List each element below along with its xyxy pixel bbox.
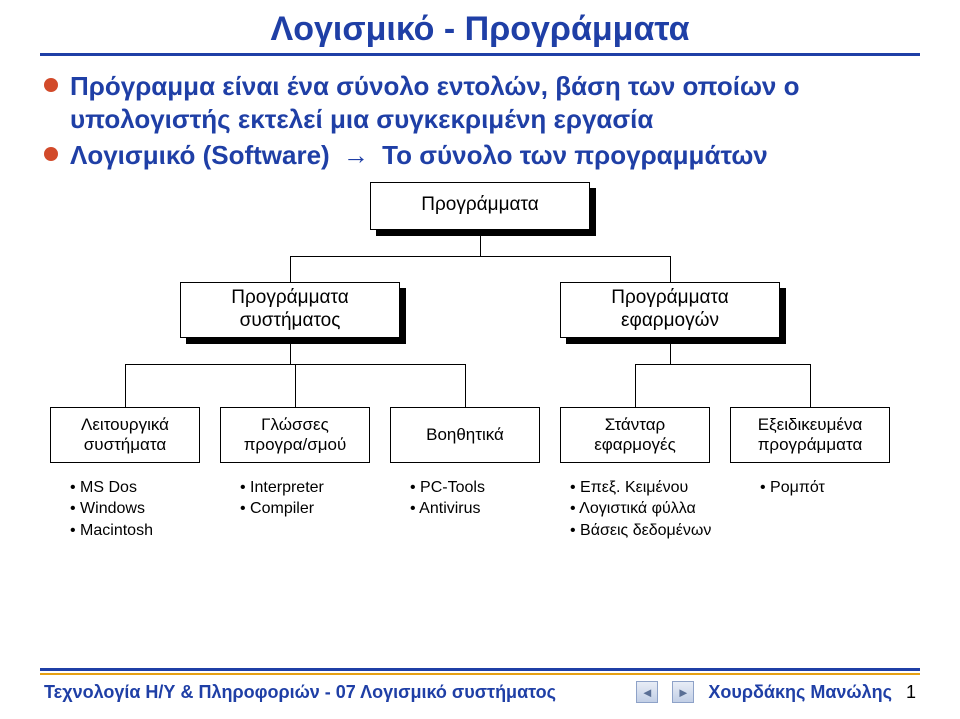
example-item: Interpreter	[240, 477, 324, 499]
node-system-programs-label: Προγράμματα συστήματος	[180, 282, 400, 338]
connector	[635, 364, 811, 365]
bullet-2-left: Λογισμικό (Software)	[70, 140, 330, 170]
slide: Λογισμικό - Προγράμματα Πρόγραμμα είναι …	[0, 0, 960, 719]
example-item: Windows	[70, 498, 153, 520]
connector	[290, 256, 291, 282]
page-title: Λογισμικό - Προγράμματα	[40, 10, 920, 49]
examples-lang: Interpreter Compiler	[240, 477, 324, 520]
connector	[670, 344, 671, 364]
example-item: MS Dos	[70, 477, 153, 499]
connector	[290, 344, 291, 364]
example-item: Επεξ. Κειμένου	[570, 477, 711, 499]
node-std: Στάνταρ εφαρμογές	[560, 407, 710, 463]
node-root: Προγράμματα	[370, 182, 596, 236]
node-spec: Εξειδικευμένα προγράμματα	[730, 407, 890, 463]
node-root-label: Προγράμματα	[370, 182, 590, 230]
connector	[295, 364, 296, 407]
footer-rule-blue	[40, 668, 920, 671]
node-application-programs-label: Προγράμματα εφαρμογών	[560, 282, 780, 338]
footer-author: Χουρδάκης Μανώλης	[708, 682, 892, 703]
examples-std: Επεξ. Κειμένου Λογιστικά φύλλα Βάσεις δε…	[570, 477, 711, 542]
connector	[480, 236, 481, 256]
example-item: Compiler	[240, 498, 324, 520]
example-item: Antivirus	[410, 498, 485, 520]
examples-os: MS Dos Windows Macintosh	[70, 477, 153, 542]
footer-rule-gold	[40, 673, 920, 675]
bullet-1-text: Πρόγραμμα είναι ένα σύνολο εντολών, βάση…	[70, 70, 920, 135]
example-item: Λογιστικά φύλλα	[570, 498, 711, 520]
example-item: Ρομπότ	[760, 477, 825, 499]
connector	[290, 256, 671, 257]
tree-diagram: Προγράμματα Προγράμματα συστήματος Προγρ…	[40, 182, 920, 582]
example-item: PC-Tools	[410, 477, 485, 499]
bullet-dot-icon	[44, 147, 58, 161]
examples-util: PC-Tools Antivirus	[410, 477, 485, 520]
bullet-dot-icon	[44, 78, 58, 92]
connector	[670, 256, 671, 282]
bullet-1: Πρόγραμμα είναι ένα σύνολο εντολών, βάση…	[44, 70, 920, 135]
node-application-programs: Προγράμματα εφαρμογών	[560, 282, 786, 344]
connector	[635, 364, 636, 407]
node-os: Λειτουργικά συστήματα	[50, 407, 200, 463]
bullet-2-right: Το σύνολο των προγραμμάτων	[382, 140, 768, 170]
arrow-right-icon: →	[343, 140, 369, 170]
node-lang: Γλώσσες προγρα/σμού	[220, 407, 370, 463]
connector	[125, 364, 126, 407]
connector	[465, 364, 466, 407]
bullet-list: Πρόγραμμα είναι ένα σύνολο εντολών, βάση…	[44, 70, 920, 172]
bullet-2-text: Λογισμικό (Software) → Το σύνολο των προ…	[70, 139, 768, 172]
nav-prev-button[interactable]: ◄	[636, 681, 658, 703]
footer-left-text: Τεχνολογία Η/Υ & Πληροφοριών - 07 Λογισμ…	[44, 682, 556, 703]
connector	[810, 364, 811, 407]
bullet-2: Λογισμικό (Software) → Το σύνολο των προ…	[44, 139, 920, 172]
title-rule	[40, 53, 920, 56]
footer: Τεχνολογία Η/Υ & Πληροφοριών - 07 Λογισμ…	[0, 668, 960, 703]
nav-next-button[interactable]: ►	[672, 681, 694, 703]
example-item: Macintosh	[70, 520, 153, 542]
examples-spec: Ρομπότ	[760, 477, 825, 499]
example-item: Βάσεις δεδομένων	[570, 520, 711, 542]
page-number: 1	[906, 682, 916, 703]
node-system-programs: Προγράμματα συστήματος	[180, 282, 406, 344]
node-util: Βοηθητικά	[390, 407, 540, 463]
